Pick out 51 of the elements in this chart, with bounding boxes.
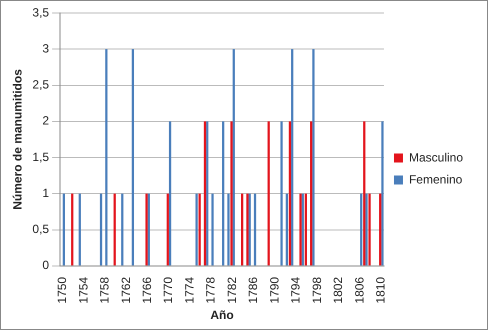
bar bbox=[148, 194, 150, 266]
bar bbox=[232, 49, 235, 266]
x-tick-label: 1770 bbox=[161, 276, 176, 304]
bar bbox=[304, 194, 307, 266]
bar bbox=[286, 194, 288, 266]
bar bbox=[114, 194, 116, 266]
bar bbox=[363, 121, 366, 266]
bar bbox=[241, 194, 244, 266]
x-tick-label: 1750 bbox=[55, 276, 70, 304]
x-tick-label: 1802 bbox=[331, 276, 346, 304]
bar bbox=[302, 194, 304, 266]
y-tick-label: 0,5 bbox=[32, 222, 50, 236]
bar bbox=[71, 194, 74, 266]
x-tick-label: 1754 bbox=[76, 276, 90, 304]
bar bbox=[291, 49, 294, 266]
y-tick-label: 2 bbox=[42, 114, 50, 128]
bar bbox=[198, 194, 201, 266]
bar bbox=[105, 49, 108, 266]
y-tick-label: 1,5 bbox=[32, 150, 50, 164]
x-tick-label: 1782 bbox=[224, 276, 239, 304]
x-axis-title: Año bbox=[210, 308, 234, 322]
bar bbox=[121, 194, 124, 266]
x-tick-label: 1766 bbox=[140, 276, 154, 304]
x-tick-label: 1798 bbox=[310, 276, 324, 304]
bar bbox=[310, 121, 312, 266]
y-tick-label: 3 bbox=[42, 41, 50, 56]
x-tick-label: 1794 bbox=[288, 276, 303, 304]
x-tick-label: 1774 bbox=[182, 276, 196, 304]
y-tick-label: 1 bbox=[42, 186, 50, 200]
bar bbox=[268, 121, 270, 266]
x-tick-label: 1786 bbox=[246, 276, 260, 304]
bar bbox=[206, 121, 208, 266]
y-tick-label: 3,5 bbox=[32, 5, 50, 20]
bar bbox=[62, 194, 65, 266]
y-tick-label: 0 bbox=[42, 258, 50, 272]
x-tick-label: 1778 bbox=[204, 276, 218, 304]
y-tick-label: 2,5 bbox=[32, 78, 50, 92]
x-tick-label: 1806 bbox=[352, 276, 366, 304]
x-tick-label: 1810 bbox=[374, 276, 388, 304]
bar bbox=[379, 194, 382, 266]
y-axis-title: Número de manumitidos bbox=[10, 68, 25, 210]
bar bbox=[222, 121, 224, 266]
legend-label: Femenino bbox=[408, 172, 463, 186]
x-tick-label: 1758 bbox=[98, 276, 112, 304]
x-tick-label: 1790 bbox=[267, 276, 282, 304]
bar bbox=[166, 194, 169, 266]
legend-label: Masculino bbox=[408, 150, 464, 164]
x-tick-label: 1762 bbox=[118, 276, 133, 304]
bar bbox=[360, 194, 362, 266]
bar bbox=[78, 194, 81, 266]
bar bbox=[248, 194, 251, 266]
